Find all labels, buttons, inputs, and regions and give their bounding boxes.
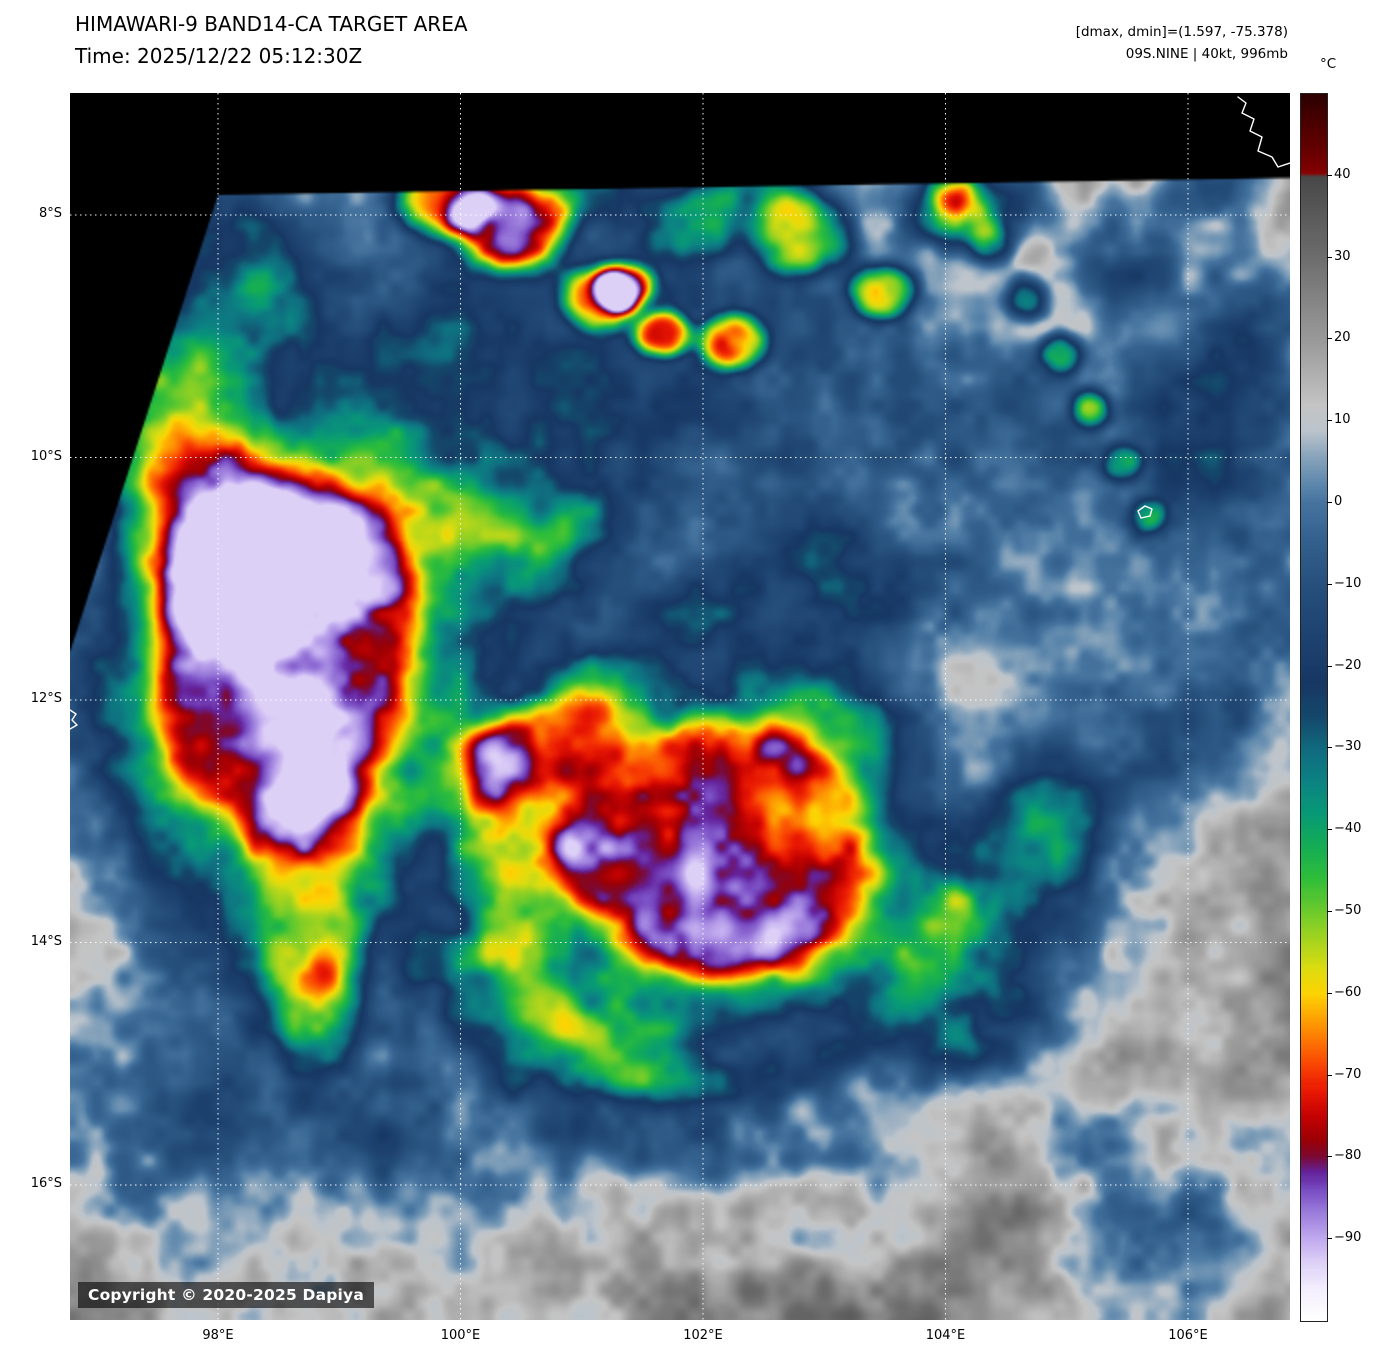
copyright-badge: Copyright © 2020-2025 Dapiya <box>78 1282 375 1308</box>
colorbar-tick-mark <box>1327 665 1332 667</box>
colorbar-tick-mark <box>1327 1074 1332 1076</box>
map-grid-overlay <box>70 93 1290 1320</box>
colorbar-tick-label: 0 <box>1334 494 1343 509</box>
colorbar-tick-label: −80 <box>1334 1148 1362 1164</box>
map-area: Copyright © 2020-2025 Dapiya <box>70 93 1290 1320</box>
colorbar-tick-label: −90 <box>1334 1230 1362 1246</box>
colorbar-tick-mark <box>1327 1156 1332 1158</box>
colorbar-tick-label: −20 <box>1334 657 1362 673</box>
colorbar-unit-label: °C <box>1320 56 1337 72</box>
figure-time: Time: 2025/12/22 05:12:30Z <box>75 44 363 68</box>
lon-tick-label: 102°E <box>683 1328 723 1343</box>
lat-tick-label: 16°S <box>30 1176 62 1191</box>
colorbar-tick-label: 20 <box>1334 330 1351 346</box>
colorbar-tick-label: 30 <box>1334 248 1351 264</box>
figure-title: HIMAWARI-9 BAND14-CA TARGET AREA <box>75 12 468 36</box>
colorbar <box>1300 93 1328 1322</box>
colorbar-tick-label: −10 <box>1334 575 1362 591</box>
colorbar-tick-mark <box>1327 174 1332 176</box>
colorbar-tick-mark <box>1327 992 1332 994</box>
colorbar-tick-label: 40 <box>1334 166 1351 182</box>
coastline-path <box>70 709 78 730</box>
storm-info-label: 09S.NINE | 40kt, 996mb <box>1125 46 1288 62</box>
colorbar-tick-label: −40 <box>1334 821 1362 837</box>
lat-tick-label: 12°S <box>30 691 62 706</box>
colorbar-tick-mark <box>1327 829 1332 831</box>
colorbar-tick-mark <box>1327 1238 1332 1240</box>
colorbar-tick-mark <box>1327 583 1332 585</box>
colorbar-tick-label: −70 <box>1334 1066 1362 1082</box>
colorbar-tick-mark <box>1327 502 1332 503</box>
colorbar-tick-label: −50 <box>1334 903 1362 918</box>
satellite-image-canvas <box>70 93 1290 1320</box>
lon-tick-label: 100°E <box>440 1328 481 1343</box>
lat-tick-label: 14°S <box>30 933 62 949</box>
lon-tick-label: 98°E <box>202 1328 234 1343</box>
lon-tick-label: 104°E <box>925 1328 966 1343</box>
dmax-dmin-label: [dmax, dmin]=(1.597, -75.378) <box>1075 24 1288 40</box>
colorbar-tick-mark <box>1327 338 1332 340</box>
colorbar-tick-mark <box>1327 420 1332 422</box>
lat-tick-label: 10°S <box>30 448 62 464</box>
colorbar-tick-label: −60 <box>1334 984 1362 1000</box>
coastline-path <box>1237 96 1290 168</box>
colorbar-tick-label: 10 <box>1334 412 1351 428</box>
colorbar-tick-mark <box>1327 911 1332 912</box>
coastline-path <box>1137 505 1153 519</box>
lat-tick-label: 8°S <box>38 206 62 221</box>
colorbar-tick-mark <box>1327 747 1332 749</box>
colorbar-tick-mark <box>1327 256 1332 258</box>
lon-tick-label: 106°E <box>1168 1328 1208 1343</box>
colorbar-tick-label: −30 <box>1334 739 1362 755</box>
